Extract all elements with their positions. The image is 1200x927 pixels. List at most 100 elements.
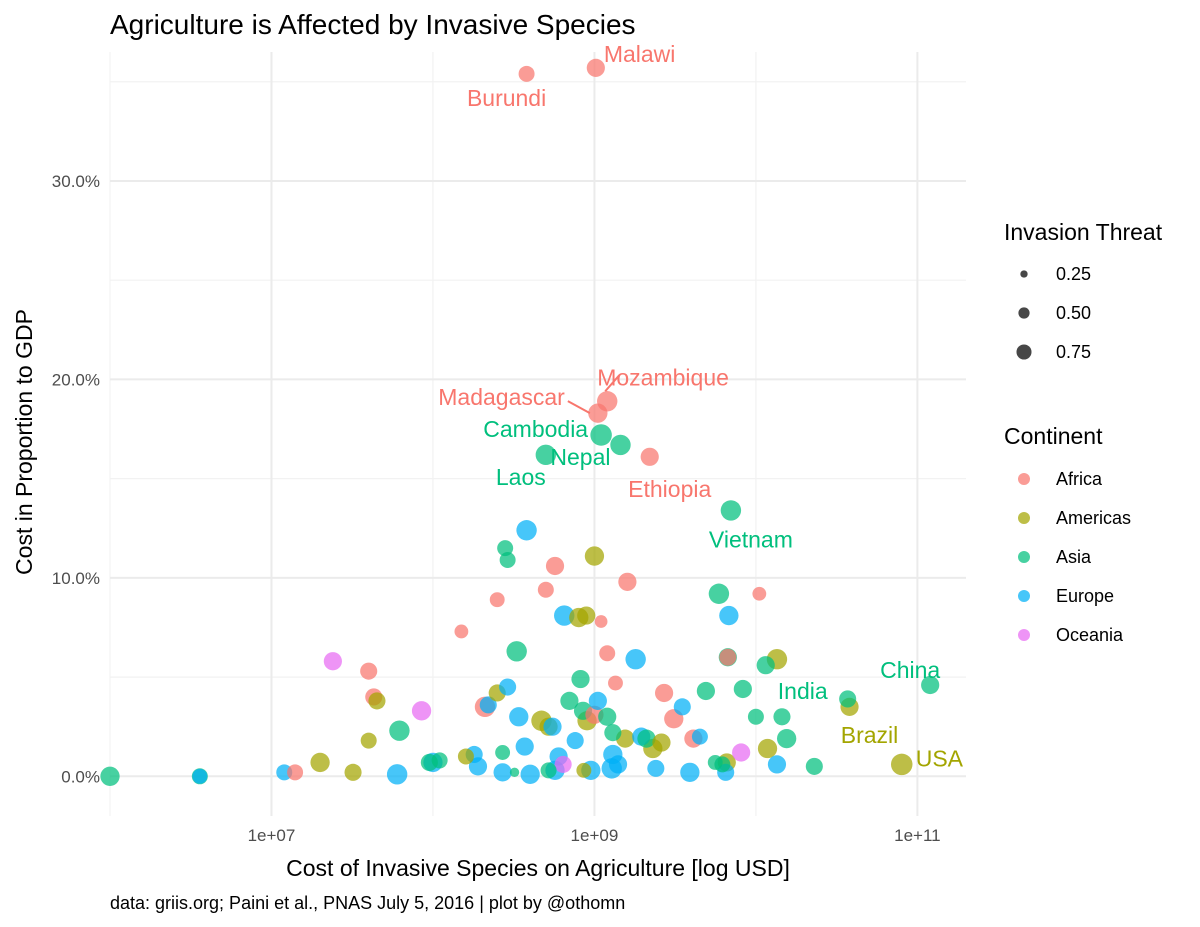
legend-color-swatch bbox=[1018, 551, 1030, 563]
data-point bbox=[192, 768, 208, 784]
x-tick-label: 1e+09 bbox=[571, 826, 619, 845]
legend-size-title: Invasion Threat bbox=[1004, 219, 1163, 245]
data-point bbox=[599, 645, 616, 662]
data-point bbox=[566, 732, 584, 750]
label-madagascar: Madagascar bbox=[438, 384, 565, 410]
data-point bbox=[389, 720, 410, 741]
point-labels: Malawi Burundi Mozambique Madagascar Cambodi… bbox=[438, 41, 963, 772]
legend-size-swatch bbox=[1016, 344, 1032, 360]
data-point bbox=[767, 755, 787, 774]
point-india bbox=[839, 690, 857, 708]
data-point bbox=[719, 648, 737, 666]
data-point bbox=[719, 605, 739, 626]
point-usa bbox=[890, 753, 913, 776]
data-point bbox=[509, 767, 520, 778]
data-point bbox=[516, 520, 537, 541]
x-axis-title: Cost of Invasive Species on Agriculture … bbox=[286, 855, 790, 881]
data-point bbox=[707, 754, 723, 770]
point-china bbox=[921, 675, 940, 695]
data-point bbox=[588, 691, 607, 711]
data-point bbox=[691, 728, 708, 745]
data-point bbox=[756, 656, 775, 675]
legend-size-label: 0.75 bbox=[1056, 342, 1091, 362]
data-point bbox=[673, 698, 691, 716]
data-point bbox=[360, 662, 378, 680]
legend-color-swatch bbox=[1018, 512, 1030, 524]
legend-color-entries: Africa Americas Asia Europe Oceania bbox=[1018, 469, 1131, 645]
legend-color-title: Continent bbox=[1004, 423, 1103, 449]
label-nepal: Nepal bbox=[550, 444, 610, 470]
data-point bbox=[584, 546, 605, 566]
x-tick-label: 1e+11 bbox=[894, 826, 940, 845]
legend-color-swatch bbox=[1018, 590, 1030, 602]
legend-color-swatch bbox=[1018, 629, 1030, 641]
label-ethiopia: Ethiopia bbox=[628, 476, 711, 502]
data-point bbox=[594, 615, 608, 628]
legend-color-label: Oceania bbox=[1056, 625, 1124, 645]
label-leader-line bbox=[567, 400, 591, 415]
data-point bbox=[554, 755, 572, 773]
data-point bbox=[344, 763, 362, 781]
legend-color-label: Africa bbox=[1056, 469, 1103, 489]
chart-title: Agriculture is Affected by Invasive Spec… bbox=[110, 9, 636, 40]
data-point bbox=[618, 572, 637, 591]
data-point bbox=[497, 540, 514, 557]
data-point bbox=[560, 691, 579, 711]
legend-size-label: 0.25 bbox=[1056, 264, 1091, 284]
data-point bbox=[323, 652, 342, 671]
y-tick-label: 0.0% bbox=[61, 767, 100, 786]
data-points bbox=[100, 58, 940, 786]
data-point bbox=[604, 724, 622, 742]
legend-color-label: Americas bbox=[1056, 508, 1131, 528]
data-point bbox=[647, 759, 665, 777]
data-point bbox=[637, 729, 656, 748]
label-india: India bbox=[778, 678, 828, 704]
data-point bbox=[386, 764, 408, 785]
data-point bbox=[479, 696, 497, 714]
data-point bbox=[577, 606, 596, 625]
label-mozambique: Mozambique bbox=[597, 364, 729, 390]
y-tick-label: 10.0% bbox=[52, 569, 100, 588]
data-point bbox=[554, 605, 575, 626]
data-point bbox=[454, 624, 469, 639]
label-brazil: Brazil bbox=[841, 722, 899, 748]
y-tick-label: 30.0% bbox=[52, 172, 100, 191]
data-point bbox=[499, 678, 517, 696]
label-china: China bbox=[880, 657, 940, 683]
y-axis-ticks: 0.0% 10.0% 20.0% 30.0% bbox=[52, 172, 100, 786]
data-point bbox=[598, 707, 617, 726]
x-axis-ticks: 1e+07 1e+09 1e+11 bbox=[248, 826, 941, 845]
point-laos bbox=[535, 444, 557, 466]
data-point bbox=[652, 733, 671, 752]
legend: Invasion Threat 0.25 0.50 0.75 Continent A… bbox=[1004, 219, 1163, 645]
legend-size-entries: 0.25 0.50 0.75 bbox=[1016, 264, 1091, 362]
x-tick-label: 1e+07 bbox=[248, 826, 296, 845]
data-point bbox=[654, 683, 674, 703]
legend-color-swatch bbox=[1018, 473, 1030, 485]
chart-caption: data: griis.org; Paini et al., PNAS July… bbox=[110, 893, 625, 913]
data-point bbox=[100, 766, 120, 786]
data-point bbox=[368, 692, 386, 710]
legend-size-swatch bbox=[1018, 307, 1030, 319]
data-point bbox=[509, 707, 529, 727]
label-burundi: Burundi bbox=[467, 85, 546, 111]
y-tick-label: 20.0% bbox=[52, 370, 100, 389]
data-point bbox=[708, 583, 730, 604]
legend-color-label: Asia bbox=[1056, 547, 1092, 567]
data-point bbox=[608, 755, 628, 774]
label-malawi: Malawi bbox=[604, 41, 676, 67]
label-laos: Laos bbox=[496, 464, 546, 490]
data-point bbox=[625, 649, 646, 670]
label-usa: USA bbox=[916, 745, 964, 771]
data-point bbox=[493, 763, 512, 782]
data-point bbox=[506, 641, 527, 662]
legend-size-label: 0.50 bbox=[1056, 303, 1091, 323]
label-cambodia: Cambodia bbox=[483, 416, 588, 442]
data-point bbox=[310, 752, 330, 773]
data-point bbox=[747, 708, 764, 725]
y-axis-title: Cost in Proportion to GDP bbox=[11, 309, 37, 575]
data-point bbox=[773, 708, 791, 726]
data-point bbox=[752, 586, 767, 601]
legend-size-swatch bbox=[1020, 270, 1028, 278]
